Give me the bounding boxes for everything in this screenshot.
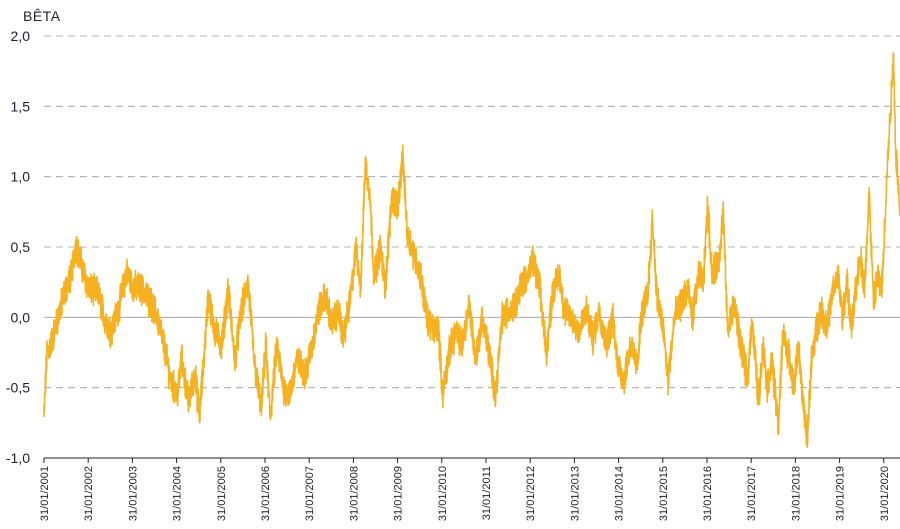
beta-series-line bbox=[43, 52, 900, 449]
x-tick-label: 31/01/2002 bbox=[83, 466, 95, 521]
y-tick-label: 0,5 bbox=[11, 239, 31, 255]
y-tick-label: -0,5 bbox=[6, 380, 30, 396]
x-tick-label: 31/01/2006 bbox=[260, 466, 272, 521]
y-tick-label: 0,0 bbox=[11, 309, 31, 325]
x-tick-label: 31/01/2012 bbox=[525, 466, 537, 521]
x-tick-label: 31/01/2007 bbox=[304, 466, 316, 521]
x-tick-label: 31/01/2010 bbox=[437, 466, 449, 521]
x-tick-label: 31/01/2016 bbox=[702, 466, 714, 521]
x-axis: 31/01/2001 31/01/2002 31/01/2003 31/01/2004… bbox=[39, 457, 900, 521]
x-tick-label: 31/01/2011 bbox=[481, 466, 493, 520]
y-tick-label: -1,0 bbox=[6, 450, 30, 466]
y-tick-label: 1,5 bbox=[11, 98, 31, 114]
x-tick-label: 31/01/2020 bbox=[879, 466, 891, 521]
x-tick-label: 31/01/2009 bbox=[393, 466, 405, 521]
x-tick-label: 31/01/2003 bbox=[127, 466, 139, 521]
x-tick-label: 31/01/2017 bbox=[746, 466, 758, 521]
x-tick-label: 31/01/2001 bbox=[39, 466, 51, 521]
y-tick-label: 2,0 bbox=[11, 28, 31, 44]
x-tick-label: 31/01/2018 bbox=[790, 466, 802, 521]
x-tick-label: 31/01/2019 bbox=[835, 466, 847, 521]
y-tick-label: 1,0 bbox=[11, 169, 31, 185]
x-tick-label: 31/01/2015 bbox=[658, 466, 670, 521]
x-tick-label: 31/01/2013 bbox=[569, 466, 581, 521]
y-axis-label: BÊTA bbox=[23, 8, 61, 24]
y-tick-labels: 2,0 1,5 1,0 0,5 0,0 -0,5 -1,0 bbox=[6, 28, 30, 466]
series-layer bbox=[43, 52, 900, 449]
x-tick-label: 31/01/2008 bbox=[348, 466, 360, 521]
x-tick-label: 31/01/2004 bbox=[172, 466, 184, 521]
x-tick-label: 31/01/2005 bbox=[216, 466, 228, 521]
x-tick-label: 31/01/2014 bbox=[614, 466, 626, 521]
